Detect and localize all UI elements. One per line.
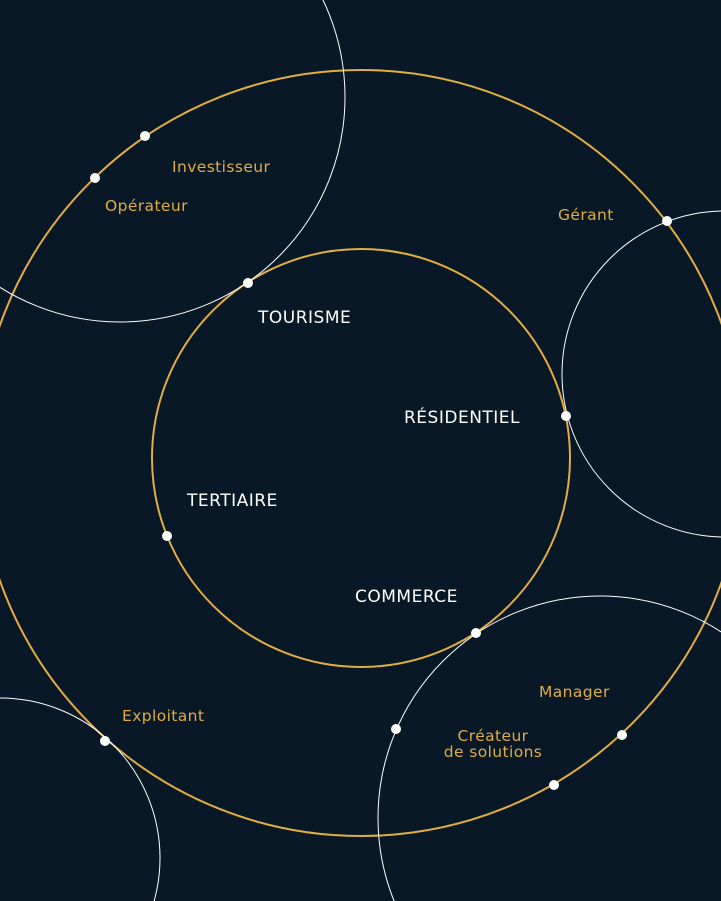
role-label-createur-de-solutions: Créateur de solutions <box>436 728 550 760</box>
role-label-gerant: Gérant <box>558 206 614 224</box>
node-createur <box>391 724 401 734</box>
role-label-manager: Manager <box>539 683 610 701</box>
satellite-circle-top-left <box>0 0 346 323</box>
outer-ring <box>0 69 721 837</box>
sector-label-tourisme: TOURISME <box>258 308 352 328</box>
node-commerce <box>471 628 481 638</box>
node-operateur <box>90 173 100 183</box>
node-tertiaire <box>162 531 172 541</box>
role-label-createur-line1: Créateur <box>457 727 529 745</box>
role-label-createur-line2: de solutions <box>443 743 543 761</box>
node-residentiel <box>561 411 571 421</box>
satellite-circle-bottom-right <box>377 595 721 901</box>
role-label-investisseur: Investisseur <box>172 158 271 176</box>
node-investisseur <box>140 131 150 141</box>
sector-label-commerce: COMMERCE <box>355 587 458 607</box>
sector-label-tertiaire: TERTIAIRE <box>187 491 278 511</box>
sector-label-residentiel: RÉSIDENTIEL <box>404 408 521 428</box>
role-label-exploitant: Exploitant <box>122 707 205 725</box>
node-createur-outer <box>549 780 559 790</box>
role-label-operateur: Opérateur <box>105 197 188 215</box>
satellite-circle-right <box>561 210 721 538</box>
satellite-circle-bottom-left <box>0 697 161 901</box>
inner-ring <box>151 248 571 668</box>
node-tourisme <box>243 278 253 288</box>
node-gerant <box>662 216 672 226</box>
node-exploitant <box>100 736 110 746</box>
node-manager <box>617 730 627 740</box>
